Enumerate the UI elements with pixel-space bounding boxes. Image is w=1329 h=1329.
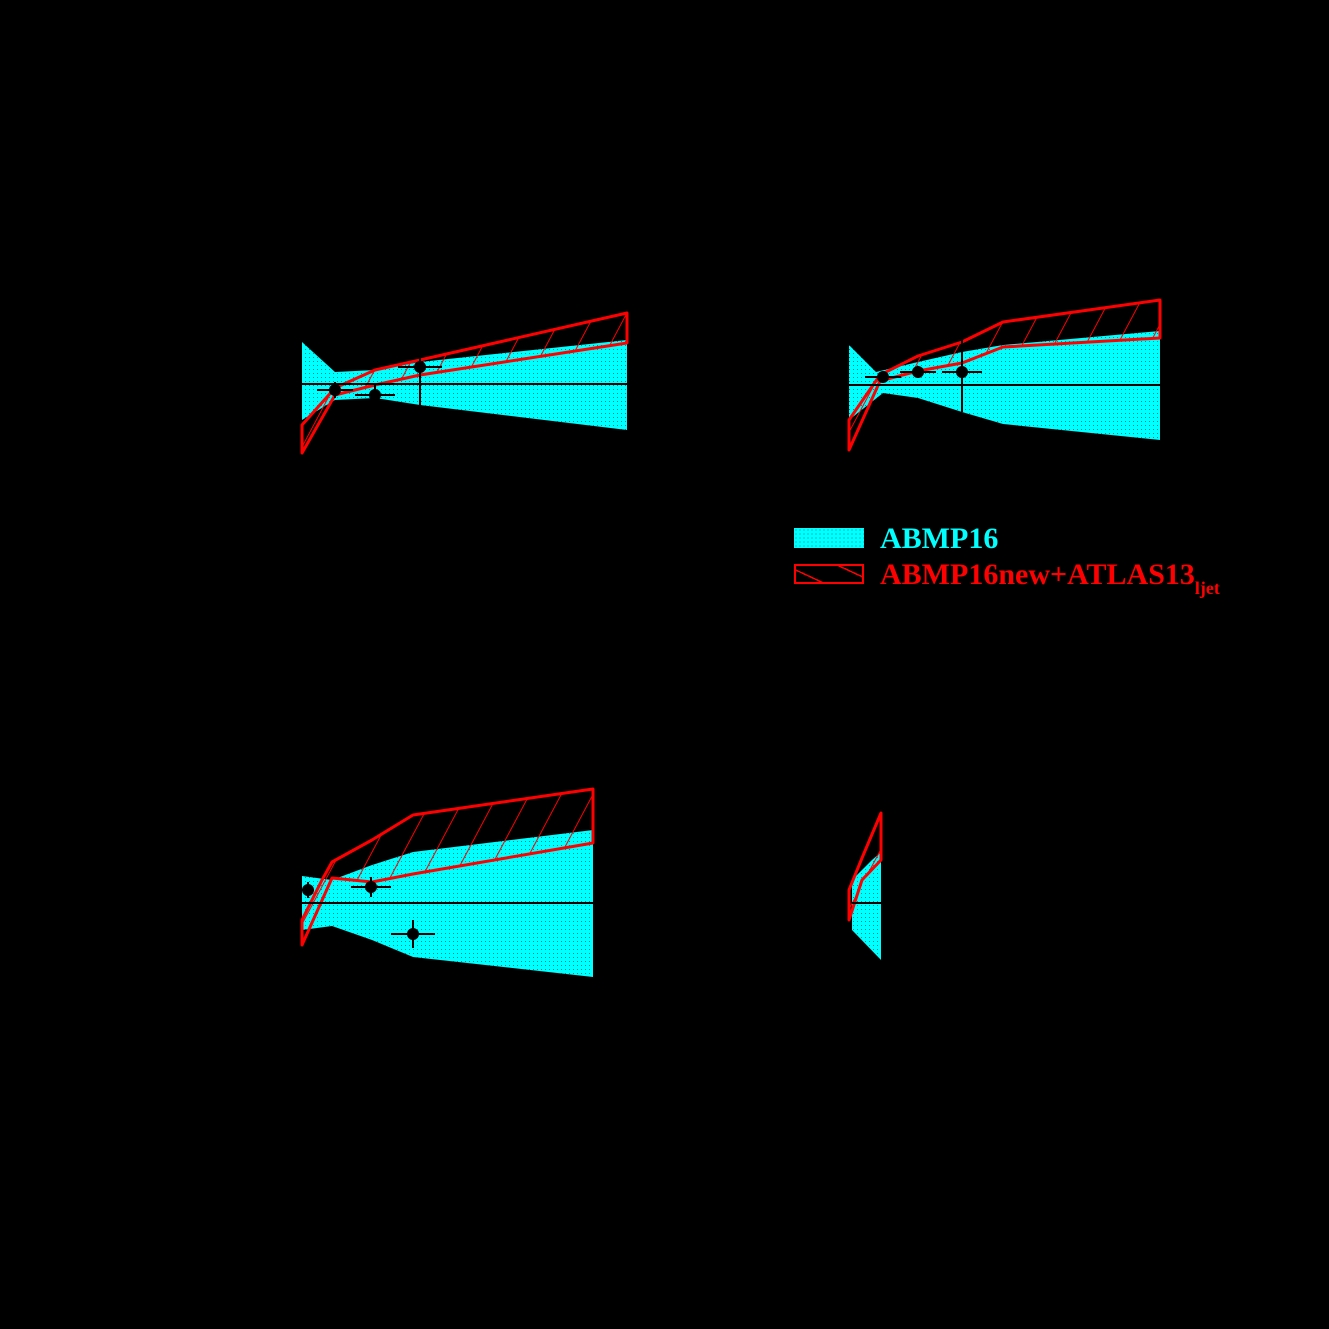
data-point (912, 366, 924, 378)
panel-bottom-right (847, 811, 883, 960)
data-point (407, 928, 419, 940)
data-point (414, 361, 426, 373)
chart-panels (300, 298, 1162, 977)
data-point (369, 389, 381, 401)
abmp16new-band (300, 311, 629, 455)
abmp16new-band (300, 787, 595, 947)
legend-swatch-dotted-icon (794, 528, 864, 548)
panel-bottom-left (300, 787, 595, 977)
panel-top-left (300, 311, 629, 455)
data-point (329, 384, 341, 396)
data-point (302, 884, 314, 896)
legend-label: ABMP16 (880, 522, 999, 555)
data-point (877, 371, 889, 383)
data-point (956, 366, 968, 378)
abmp16new-band (847, 811, 883, 922)
legend-label: ABMP16new+ATLAS13ljet (880, 558, 1220, 598)
panel-top-right (847, 298, 1162, 452)
data-point (365, 881, 377, 893)
legend-swatch-hatched-icon (794, 564, 864, 584)
